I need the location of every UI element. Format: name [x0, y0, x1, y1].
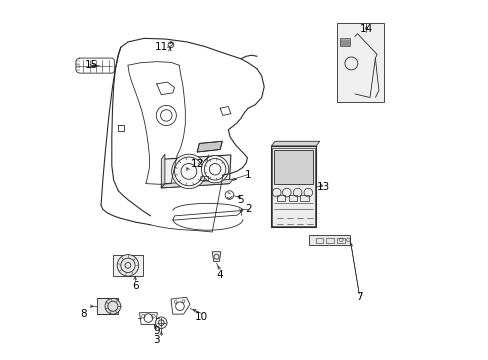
Text: 8: 8	[81, 310, 87, 319]
Bar	[97, 298, 118, 314]
Bar	[273, 149, 313, 184]
Text: 5: 5	[237, 195, 244, 205]
Text: 4: 4	[216, 270, 222, 280]
Polygon shape	[308, 234, 349, 245]
Bar	[336, 238, 344, 243]
Text: 10: 10	[195, 312, 207, 322]
Bar	[288, 195, 297, 201]
Circle shape	[117, 255, 139, 276]
Polygon shape	[161, 179, 233, 188]
Text: 13: 13	[316, 182, 329, 192]
Bar	[113, 255, 142, 276]
Circle shape	[201, 156, 228, 183]
Text: 3: 3	[153, 334, 160, 345]
Bar	[300, 195, 308, 201]
Polygon shape	[161, 154, 164, 188]
Bar	[325, 238, 333, 243]
Text: 12: 12	[190, 159, 203, 169]
Text: 14: 14	[359, 24, 372, 35]
Text: 1: 1	[244, 170, 251, 180]
Text: 6: 6	[132, 281, 138, 291]
Circle shape	[155, 317, 167, 328]
Bar	[339, 39, 349, 45]
Circle shape	[105, 298, 121, 314]
Polygon shape	[197, 141, 222, 152]
Text: 7: 7	[355, 292, 362, 302]
Circle shape	[171, 154, 206, 189]
Text: 15: 15	[84, 60, 98, 70]
Polygon shape	[212, 252, 221, 261]
Bar	[315, 238, 323, 243]
Polygon shape	[271, 146, 316, 227]
Text: 11: 11	[154, 42, 167, 52]
Text: 2: 2	[244, 204, 251, 214]
Bar	[336, 23, 383, 102]
Polygon shape	[271, 141, 319, 146]
Polygon shape	[161, 155, 230, 188]
Bar	[276, 195, 285, 201]
Text: 9: 9	[153, 326, 160, 336]
